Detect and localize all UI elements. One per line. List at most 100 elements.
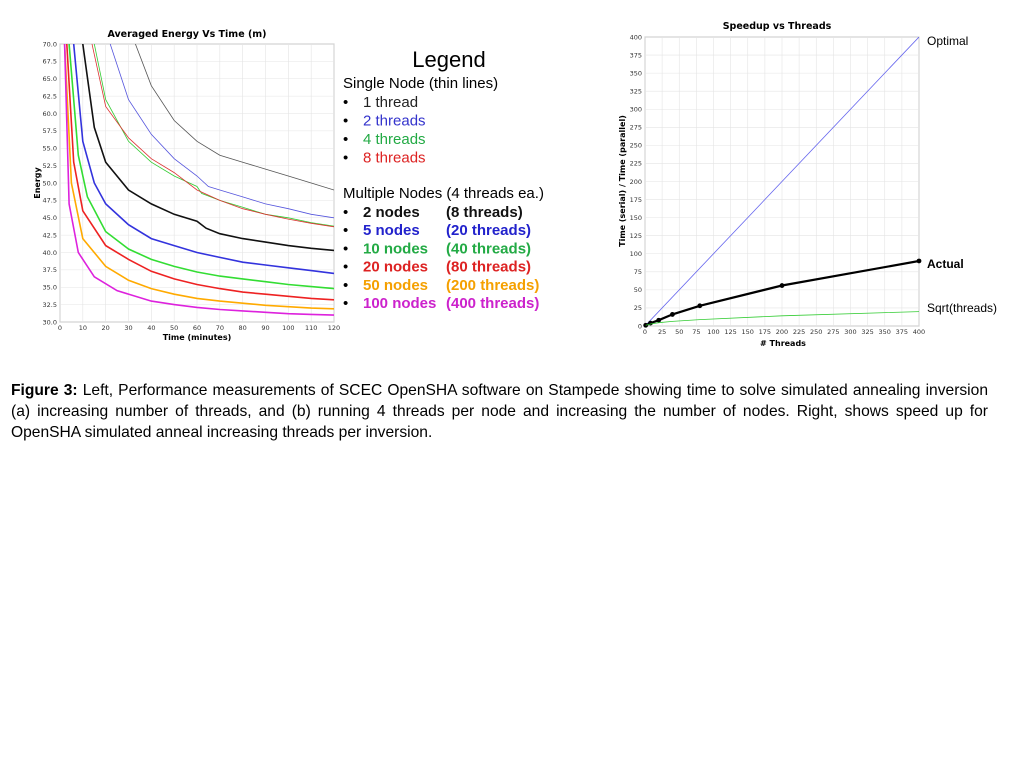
legend-bullet: • xyxy=(343,259,348,276)
legend-item-threads: (200 threads) xyxy=(446,277,539,294)
series-line-50-nodes xyxy=(63,44,334,310)
x-tick-label: 50 xyxy=(170,324,178,332)
series-line-10-nodes xyxy=(68,44,334,290)
data-point xyxy=(643,322,649,328)
x-tick-label: 400 xyxy=(913,328,925,336)
series-line-5-nodes xyxy=(72,44,334,275)
legend-item-nodes: 5 nodes xyxy=(363,222,420,239)
x-axis-label: Time (minutes) xyxy=(163,333,232,342)
y-tick-label: 42.5 xyxy=(43,231,57,239)
series-label: Actual xyxy=(927,257,964,271)
legend-bullet: • xyxy=(343,150,348,167)
data-point xyxy=(670,312,675,317)
series-line-1-thread xyxy=(135,44,334,191)
x-tick-label: 70 xyxy=(216,324,224,332)
y-tick-label: 62.5 xyxy=(43,92,57,100)
legend-bullet: • xyxy=(343,240,348,257)
legend-item-nodes: 20 nodes xyxy=(363,259,428,276)
series-label: Optimal xyxy=(927,34,968,48)
y-axis-label: Energy xyxy=(33,166,42,198)
y-tick-label: 52.5 xyxy=(43,162,57,170)
y-tick-label: 125 xyxy=(630,232,642,240)
y-tick-label: 100 xyxy=(630,250,642,258)
x-tick-label: 150 xyxy=(742,328,754,336)
legend-bullet: • xyxy=(343,222,348,239)
legend-bullet: • xyxy=(343,204,348,221)
legend-item-threads: (20 threads) xyxy=(446,222,531,239)
y-tick-label: 60.0 xyxy=(43,110,57,118)
series-line-20-nodes xyxy=(66,44,334,301)
legend-single-header: Single Node (thin lines) xyxy=(343,75,498,92)
chart-title: Averaged Energy Vs Time (m) xyxy=(107,29,266,40)
x-tick-label: 10 xyxy=(79,324,87,332)
x-tick-label: 25 xyxy=(658,328,666,336)
y-tick-label: 400 xyxy=(630,33,642,41)
x-tick-label: 125 xyxy=(724,328,736,336)
y-tick-label: 250 xyxy=(630,142,642,150)
x-tick-label: 250 xyxy=(810,328,822,336)
x-tick-label: 30 xyxy=(124,324,132,332)
x-tick-label: 0 xyxy=(643,328,647,336)
figure-caption: Figure 3: Left, Performance measurements… xyxy=(11,380,988,443)
series-line-100-nodes xyxy=(63,44,334,316)
chart-title: Speedup vs Threads xyxy=(723,21,832,32)
series-line-4-threads xyxy=(93,44,334,227)
x-tick-label: 90 xyxy=(261,324,269,332)
series-line-2-nodes xyxy=(82,44,334,252)
y-tick-label: 70.0 xyxy=(43,40,57,48)
x-tick-label: 110 xyxy=(305,324,317,332)
x-tick-label: 100 xyxy=(707,328,719,336)
legend-item-threads: (40 threads) xyxy=(446,240,531,257)
x-tick-label: 120 xyxy=(328,324,340,332)
legend-bullet: • xyxy=(343,277,348,294)
y-tick-label: 175 xyxy=(630,196,642,204)
x-tick-label: 80 xyxy=(239,324,247,332)
legend-item-nodes: 100 nodes xyxy=(363,295,436,312)
y-tick-label: 47.5 xyxy=(43,197,57,205)
y-tick-label: 325 xyxy=(630,87,642,95)
data-point xyxy=(916,258,922,264)
y-tick-label: 25 xyxy=(634,304,642,312)
x-tick-label: 60 xyxy=(193,324,201,332)
caption-text: Left, Performance measurements of SCEC O… xyxy=(11,382,988,441)
y-tick-label: 275 xyxy=(630,124,642,132)
legend-item-threads: (400 threads) xyxy=(446,295,539,312)
y-tick-label: 300 xyxy=(630,106,642,114)
speedup-vs-threads-chart: Speedup vs Threads # Threads Time (seria… xyxy=(618,21,997,348)
x-tick-label: 325 xyxy=(861,328,873,336)
y-axis-label: Time (serial) / Time (parallel) xyxy=(618,115,627,247)
y-tick-label: 32.5 xyxy=(43,301,57,309)
energy-vs-time-chart: Averaged Energy Vs Time (m) Time (minute… xyxy=(33,29,340,342)
legend-item-nodes: 10 nodes xyxy=(363,240,428,257)
y-tick-label: 65.0 xyxy=(43,75,57,83)
y-tick-label: 37.5 xyxy=(43,266,57,274)
legend-bullet: • xyxy=(343,295,348,312)
x-axis-label: # Threads xyxy=(760,339,806,348)
y-tick-label: 50 xyxy=(634,286,642,294)
x-tick-label: 75 xyxy=(692,328,700,336)
legend-bullet: • xyxy=(343,94,348,111)
legend-item-nodes: 50 nodes xyxy=(363,277,428,294)
legend-multi-header: Multiple Nodes (4 threads ea.) xyxy=(343,185,544,202)
x-tick-label: 200 xyxy=(776,328,788,336)
legend-item-nodes: 2 nodes xyxy=(363,204,420,221)
x-tick-label: 225 xyxy=(793,328,805,336)
x-tick-label: 175 xyxy=(759,328,771,336)
y-tick-label: 55.0 xyxy=(43,145,57,153)
y-tick-label: 45.0 xyxy=(43,214,57,222)
y-tick-label: 150 xyxy=(630,214,642,222)
y-tick-label: 40.0 xyxy=(43,249,57,257)
legend-bullet: • xyxy=(343,131,348,148)
x-tick-label: 0 xyxy=(58,324,62,332)
y-tick-label: 350 xyxy=(630,69,642,77)
x-tick-label: 100 xyxy=(282,324,294,332)
plot-area xyxy=(59,43,335,323)
series-line-optimal xyxy=(645,37,919,326)
series-line-sqrt-threads- xyxy=(645,311,919,326)
legend-item-single: 2 threads xyxy=(363,113,426,130)
legend-bullet: • xyxy=(343,113,348,130)
x-tick-label: 20 xyxy=(102,324,110,332)
y-tick-label: 75 xyxy=(634,268,642,276)
data-point xyxy=(656,317,662,323)
x-tick-label: 275 xyxy=(827,328,839,336)
